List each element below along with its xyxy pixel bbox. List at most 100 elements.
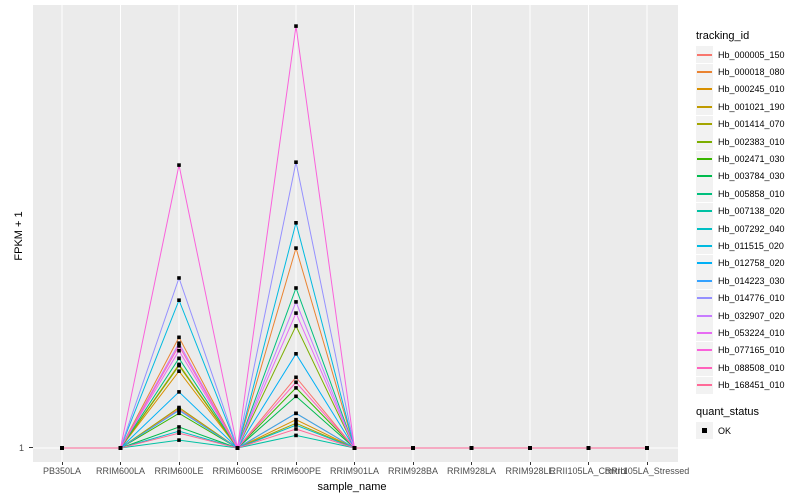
x-axis-tick-mark (178, 462, 180, 465)
legend-key-box (696, 185, 713, 203)
legend-key-line (697, 53, 712, 56)
legend-key-line (697, 105, 712, 108)
legend-item-label: Hb_007292_040 (718, 223, 785, 234)
data-point (177, 425, 181, 429)
legend-item: Hb_088508_010 (692, 359, 785, 377)
data-point (177, 405, 181, 410)
legend-key-line (697, 158, 712, 161)
x-axis-tick-mark (646, 462, 648, 465)
y-axis-tick-label: 1 (18, 443, 24, 453)
data-point (294, 24, 298, 28)
legend-item-label: Hb_005858_010 (718, 188, 785, 199)
legend-title-tracking-id: tracking_id (696, 30, 750, 42)
legend-key-box (696, 376, 713, 394)
data-point (177, 431, 181, 435)
data-point (294, 417, 298, 422)
legend-key-box (696, 307, 713, 325)
legend-color-items: Hb_000005_150 Hb_000018_080 Hb_000245_010 H… (692, 46, 785, 394)
legend-key-box (696, 254, 713, 272)
legend-item: Hb_003784_030 (692, 167, 785, 185)
legend-key-line (697, 140, 712, 143)
legend-key-box (696, 237, 713, 255)
legend-key-line (697, 123, 712, 126)
legend-key-line (697, 262, 712, 265)
x-axis-tick-label: PB350LA (42, 466, 82, 476)
legend-key-line (697, 88, 712, 91)
data-point (118, 446, 123, 450)
data-point (177, 408, 181, 413)
legend-key-box (696, 359, 713, 377)
x-axis-tick-mark (588, 462, 589, 465)
x-axis-tick-mark (237, 462, 238, 465)
x-axis-tick-label: RRII105LA_Stressed (604, 466, 690, 476)
y-axis-tick-mark (29, 447, 33, 448)
legend-key-line (697, 210, 712, 213)
gridlines (33, 5, 678, 462)
legend-item-label: Hb_011515_020 (718, 240, 784, 251)
x-axis-tick-label: RRIM901LA (329, 466, 380, 476)
legend-item-label: Hb_077165_010 (718, 345, 785, 356)
legend-item: Hb_077165_010 (692, 341, 785, 359)
data-point (60, 446, 64, 450)
data-point (177, 369, 181, 373)
data-point (294, 427, 298, 431)
legend-item: Hb_001021_190 (692, 98, 785, 116)
legend-item-label: Hb_000018_080 (718, 67, 785, 78)
x-axis-tick-mark (471, 462, 472, 465)
legend-key-line (697, 331, 712, 334)
legend-key-box (696, 133, 713, 151)
x-axis-tick-mark (120, 462, 121, 465)
legend-item-label: Hb_003784_030 (718, 171, 785, 182)
data-point (294, 300, 298, 304)
legend-item: Hb_000005_150 (692, 46, 785, 64)
data-point (177, 163, 181, 167)
legend-key-box (696, 80, 713, 98)
legend-item-label: Hb_007138_020 (718, 206, 785, 217)
legend-item-label: Hb_000245_010 (718, 84, 785, 95)
legend-key-box (696, 202, 713, 220)
legend-item-label: Hb_001414_070 (718, 119, 785, 130)
data-point (294, 394, 298, 399)
legend-key-line (697, 244, 712, 247)
legend-item: Hb_053224_010 (692, 324, 785, 342)
data-point (177, 344, 181, 348)
legend-item: Hb_001414_070 (692, 115, 785, 133)
legend-item: Hb_002471_030 (692, 150, 785, 168)
legend-key-line (697, 297, 712, 300)
x-axis-title: sample_name (317, 481, 387, 493)
legend-key-line (697, 71, 712, 74)
data-point (294, 160, 298, 164)
legend-item-label: Hb_168451_010 (718, 380, 785, 391)
data-point (586, 446, 591, 450)
data-point (294, 380, 298, 385)
data-point (294, 221, 298, 225)
legend-title-quant-status: quant_status (696, 405, 759, 418)
data-point (469, 446, 474, 450)
y-axis-title: FPKM + 1 (13, 211, 25, 261)
x-axis-tick-label: RRIM928BA (387, 466, 439, 476)
legend-item: Hb_168451_010 (692, 376, 785, 394)
legend-key-line (697, 279, 712, 282)
chart-canvas (33, 5, 678, 462)
legend-key-box (696, 63, 713, 81)
filled-square-icon (702, 428, 707, 433)
legend-item: Hb_007292_040 (692, 220, 785, 238)
legend-key-line (697, 384, 712, 387)
data-point (294, 311, 298, 315)
data-point (294, 286, 298, 290)
x-axis-tick-mark (354, 462, 355, 465)
legend-item-label: Hb_000005_150 (718, 49, 785, 60)
data-point (294, 324, 298, 328)
legend-item-label: Hb_032907_020 (718, 310, 785, 321)
data-point (177, 356, 181, 361)
legend-key-box (696, 341, 713, 359)
legend-key-line (697, 314, 712, 317)
legend-key-box (696, 272, 713, 290)
data-point (177, 298, 181, 302)
data-point (294, 433, 298, 438)
legend-item-label: Hb_014776_010 (718, 293, 785, 304)
x-axis-tick-label: RRIM928LE (505, 466, 555, 476)
data-point (177, 335, 181, 340)
legend-item: Hb_000018_080 (692, 63, 785, 81)
legend-item: Hb_014223_030 (692, 272, 785, 290)
